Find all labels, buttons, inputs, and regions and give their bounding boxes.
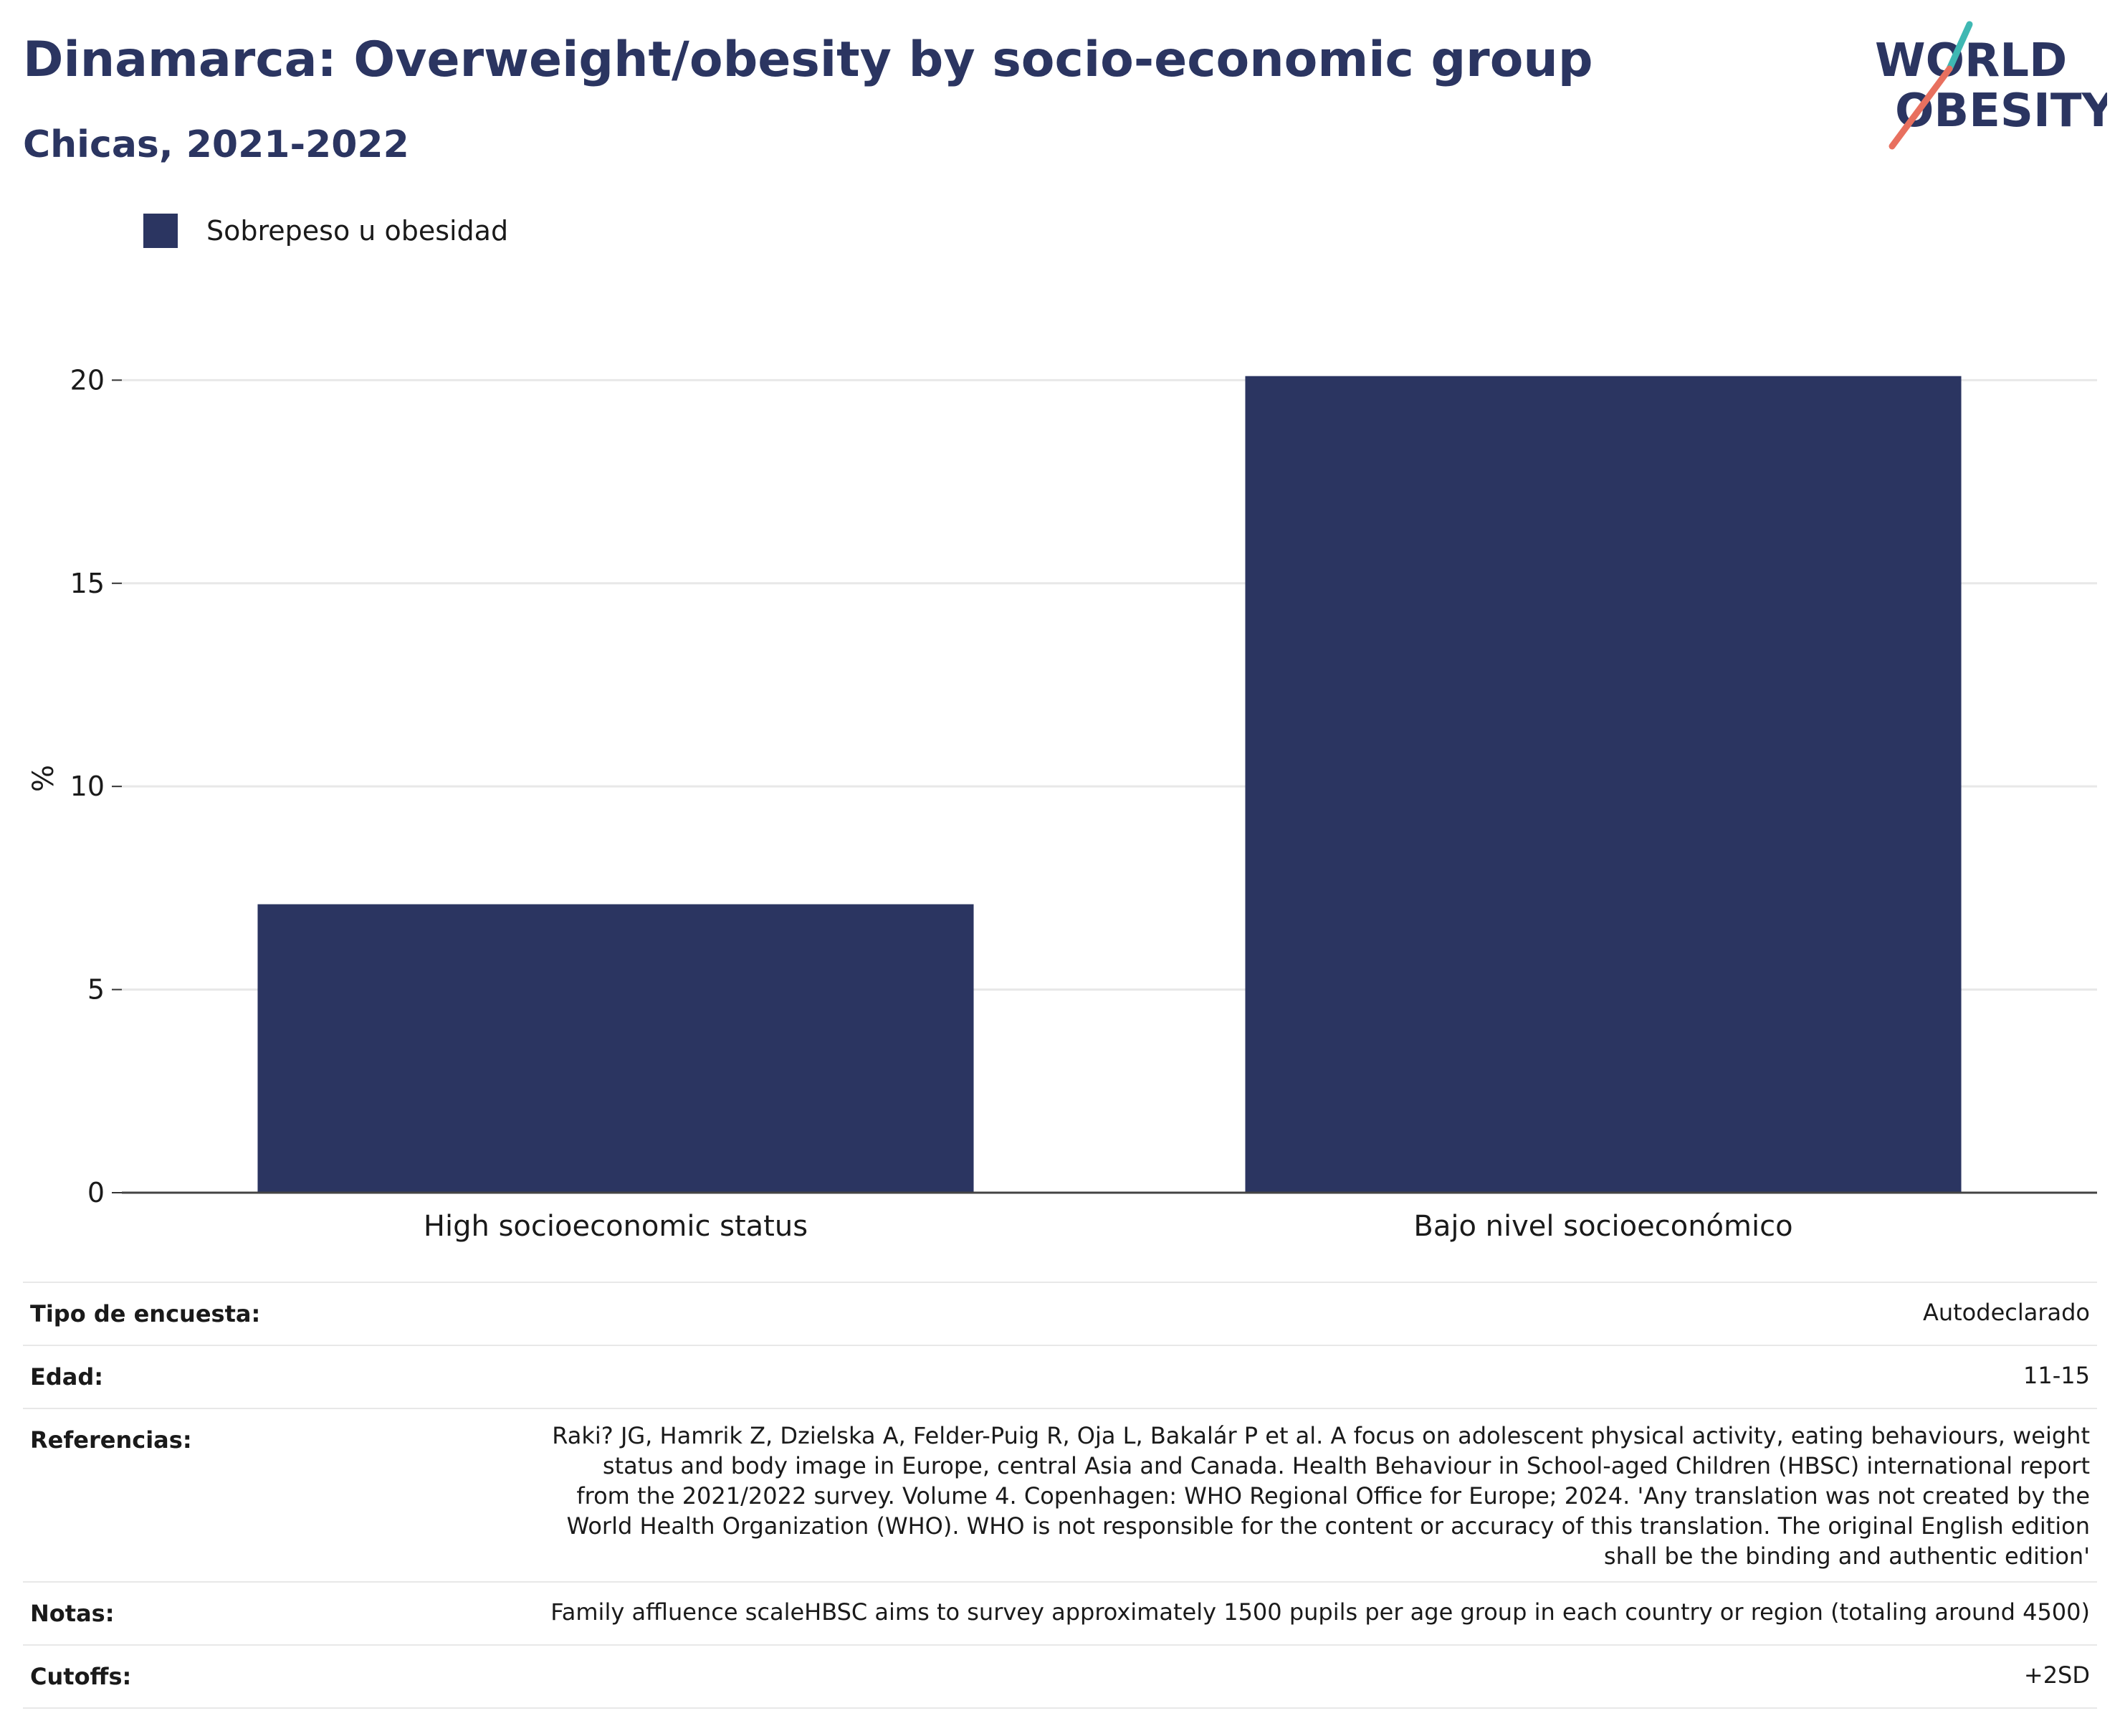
meta-value: 11-15 [539,1345,2097,1408]
y-tick-label: 0 [87,1177,105,1208]
legend-label: Sobrepeso u obesidad [206,215,509,247]
meta-row-survey-type: Tipo de encuesta: Autodeclarado [23,1282,2097,1345]
meta-key: Cutoffs: [23,1644,539,1709]
meta-row-notes: Notas: Family affluence scaleHBSC aims t… [23,1581,2097,1645]
world-obesity-logo: WORLD OBESITY [1875,21,2107,150]
meta-row-age: Edad: 11-15 [23,1345,2097,1408]
y-axis-label: % [27,765,60,792]
chart-title: Dinamarca: Overweight/obesity by socio-e… [23,32,1593,88]
y-tick-label: 5 [87,974,105,1006]
logo-slash-bottom [1889,65,1953,150]
meta-row-cutoffs: Cutoffs: +2SD [23,1644,2097,1709]
legend-swatch [143,214,178,248]
meta-value: Raki? JG, Hamrik Z, Dzielska A, Felder-P… [539,1408,2097,1582]
bar-chart: 0 5 10 15 20% High socioeconomic status Bajo n… [27,364,2097,1243]
meta-value: Family affluence scaleHBSC aims to surve… [539,1581,2097,1645]
logo-slash-top [1946,21,1973,72]
y-tick-label: 10 [70,771,105,802]
meta-key: Tipo de encuesta: [23,1282,539,1345]
x-tick-label: Bajo nivel socioeconómico [1413,1210,1792,1243]
metadata-table: Tipo de encuesta: Autodeclarado Edad: 11… [23,1282,2097,1709]
logo-line-1: WORLD [1875,34,2067,87]
bar[interactable] [257,904,974,1193]
x-tick-label: High socioeconomic status [424,1210,808,1243]
bar[interactable] [1245,376,1962,1193]
y-tick-label: 20 [70,364,105,396]
chart-subtitle: Chicas, 2021-2022 [23,123,409,166]
meta-value: +2SD [539,1644,2097,1709]
meta-row-references: Referencias: Raki? JG, Hamrik Z, Dzielsk… [23,1408,2097,1582]
chart-legend[interactable]: Sobrepeso u obesidad [143,214,508,248]
meta-key: Edad: [23,1345,539,1408]
meta-key: Notas: [23,1581,539,1645]
meta-key: Referencias: [23,1408,539,1582]
meta-value: Autodeclarado [539,1282,2097,1345]
y-tick-label: 15 [70,568,105,599]
